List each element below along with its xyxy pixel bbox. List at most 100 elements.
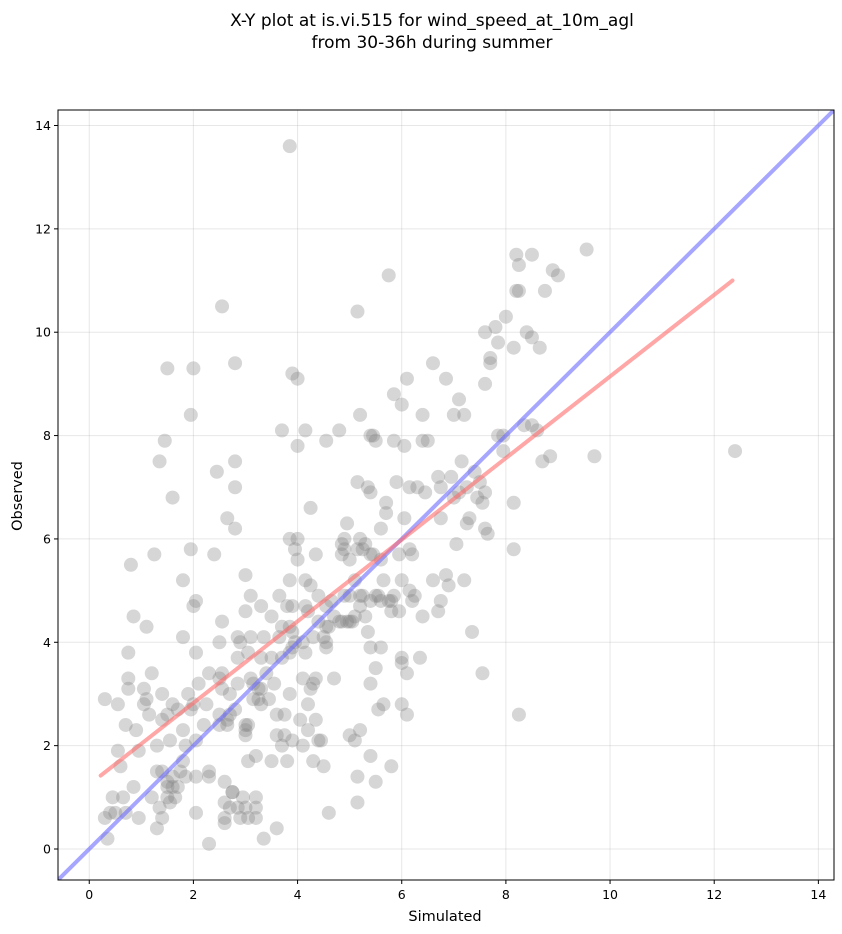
scatter-point <box>480 526 495 541</box>
scatter-point <box>386 433 401 448</box>
scatter-point <box>506 340 521 355</box>
scatter-point <box>350 304 365 319</box>
scatter-point <box>264 609 279 624</box>
scatter-point <box>248 748 263 763</box>
scatter-point <box>110 743 125 758</box>
scatter-point <box>186 361 201 376</box>
scatter-point <box>241 810 256 825</box>
scatter-point <box>433 480 448 495</box>
scatter-point <box>368 433 383 448</box>
scatter-point <box>379 506 394 521</box>
scatter-point <box>321 619 336 634</box>
scatter-point <box>126 609 141 624</box>
scatter-point <box>209 464 224 479</box>
scatter-point <box>298 599 313 614</box>
scatter-point <box>342 614 357 629</box>
x-tick-label: 8 <box>502 887 510 902</box>
scatter-point <box>191 676 206 691</box>
scatter-point <box>308 547 323 562</box>
scatter-point <box>238 604 253 619</box>
scatter-point <box>415 609 430 624</box>
scatter-point <box>441 578 456 593</box>
y-tick-label: 4 <box>43 635 51 650</box>
scatter-point <box>212 635 227 650</box>
scatter-point <box>155 810 170 825</box>
scatter-point <box>399 707 414 722</box>
scatter-point <box>446 407 461 422</box>
scatter-point <box>162 795 177 810</box>
scatter-point <box>496 444 511 459</box>
scatter-point <box>256 831 271 846</box>
scatter-point <box>371 588 386 603</box>
scatter-point <box>246 692 261 707</box>
scatter-point <box>360 480 375 495</box>
scatter-point <box>290 438 305 453</box>
scatter-point <box>511 258 526 273</box>
scatter-point <box>183 407 198 422</box>
scatter-point <box>215 614 230 629</box>
scatter-point <box>248 800 263 815</box>
scatter-point <box>311 733 326 748</box>
scatter-point <box>202 836 217 851</box>
scatter-point <box>379 495 394 510</box>
scatter-point <box>222 686 237 701</box>
scatter-point <box>306 676 321 691</box>
scatter-point <box>340 516 355 531</box>
scatter-point <box>392 604 407 619</box>
scatter-point <box>277 707 292 722</box>
scatter-point <box>394 650 409 665</box>
scatter-point <box>241 754 256 769</box>
scatter-point <box>537 283 552 298</box>
scatter-point <box>327 671 342 686</box>
scatter-point <box>186 599 201 614</box>
scatter-point <box>282 573 297 588</box>
scatter-point <box>272 588 287 603</box>
x-tick-label: 10 <box>602 887 618 902</box>
scatter-point <box>319 640 334 655</box>
scatter-point <box>269 728 284 743</box>
scatter-point <box>230 800 245 815</box>
scatter-point <box>233 810 248 825</box>
scatter-point <box>368 661 383 676</box>
scatter-point <box>295 738 310 753</box>
scatter-point <box>412 650 427 665</box>
scatter-point <box>160 779 175 794</box>
scatter-point <box>202 764 217 779</box>
scatter-point <box>139 692 154 707</box>
scatter-point <box>261 692 276 707</box>
scatter-point <box>327 609 342 624</box>
scatter-point <box>350 769 365 784</box>
scatter-point <box>506 542 521 557</box>
scatter-point <box>168 790 183 805</box>
scatter-point <box>728 444 743 459</box>
scatter-point <box>282 531 297 546</box>
scatter-point <box>420 433 435 448</box>
scatter-point <box>183 542 198 557</box>
scatter-point <box>165 779 180 794</box>
scatter-point <box>478 485 493 500</box>
scatter-point <box>384 604 399 619</box>
scatter-point <box>222 800 237 815</box>
scatter-point <box>363 593 378 608</box>
scatter-point <box>175 630 190 645</box>
scatter-point <box>363 485 378 500</box>
scatter-point <box>160 790 175 805</box>
one-to-one-line <box>58 110 834 880</box>
scatter-point <box>431 604 446 619</box>
scatter-point <box>277 728 292 743</box>
scatter-point <box>144 790 159 805</box>
scatter-point <box>392 547 407 562</box>
scatter-point <box>363 640 378 655</box>
scatter-point <box>160 361 175 376</box>
scatter-point <box>363 748 378 763</box>
regression-line <box>98 278 735 778</box>
scatter-point <box>475 495 490 510</box>
scatter-point <box>405 593 420 608</box>
scatter-point <box>373 640 388 655</box>
scatter-point <box>363 547 378 562</box>
scatter-point <box>131 810 146 825</box>
chart-title-line-2: from 30-36h during summer <box>312 33 553 53</box>
scatter-point <box>202 666 217 681</box>
scatter-point <box>363 676 378 691</box>
scatter-point <box>587 449 602 464</box>
